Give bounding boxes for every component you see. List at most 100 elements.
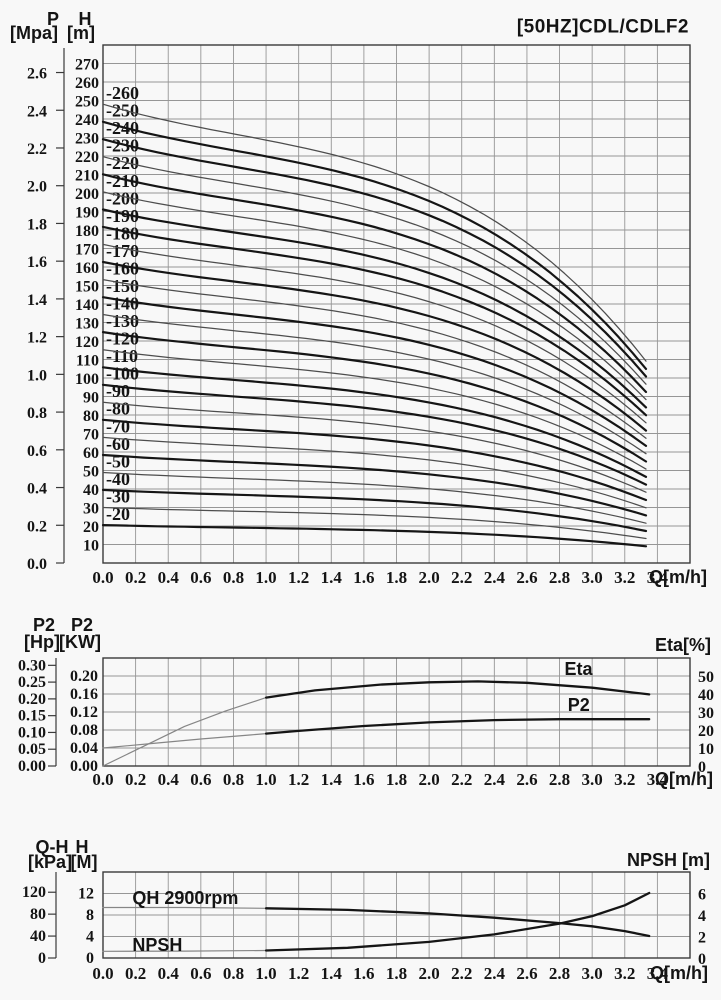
- npsh-axis-label: NPSH [m]: [626, 850, 710, 870]
- h-tick-label: 210: [75, 168, 99, 185]
- hp-tick-label: 0.00: [18, 758, 46, 775]
- x-tick-label: 1.8: [386, 770, 407, 789]
- curve--180: [102, 243, 647, 424]
- h-tick-label: 60: [83, 445, 99, 462]
- h-tick-label: 220: [75, 149, 99, 166]
- h-tick-label: 110: [76, 353, 99, 370]
- h-tick-label: 170: [75, 242, 99, 259]
- x-tick-label: 2.6: [516, 568, 537, 587]
- p-tick-label: 1.0: [27, 367, 47, 384]
- x-tick-label: 3.4: [647, 770, 669, 789]
- curve-label--260: -260: [106, 83, 139, 103]
- curve-label-NPSH: NPSH: [132, 935, 182, 955]
- curve--210: [102, 191, 647, 401]
- p-tick-label: 0.8: [27, 405, 47, 422]
- h-tick-label: 200: [75, 186, 99, 203]
- h-tick-label: 160: [75, 260, 99, 277]
- curve-QH-2900rpm: [264, 907, 651, 938]
- h-tick-label: 180: [75, 223, 99, 240]
- curve--190: [101, 225, 648, 417]
- h-tick-label: 250: [75, 94, 99, 111]
- x-tick-label: 0.0: [92, 568, 113, 587]
- h-tick-label: 190: [75, 205, 99, 222]
- h-tick-label: 20: [83, 519, 99, 536]
- sheet-title: [50HZ]CDL/CDLF2: [516, 16, 689, 38]
- x-tick-label: 1.2: [288, 964, 309, 983]
- kw-tick-label: 0.00: [70, 758, 98, 775]
- x-tick-label: 1.2: [288, 770, 309, 789]
- curve-P2: [264, 718, 651, 735]
- curve-label--230: -230: [106, 136, 139, 156]
- curve-label--190: -190: [106, 206, 139, 226]
- h-axis-title: H: [78, 9, 92, 29]
- eta-axis-label: Eta[%]: [654, 635, 711, 655]
- p-tick-label: 2.0: [27, 179, 47, 196]
- curve--170: [101, 260, 648, 432]
- h-tick-label: 70: [83, 427, 99, 444]
- x-tick-label: 1.6: [353, 568, 374, 587]
- curve--20: [101, 524, 648, 548]
- curve--250: [101, 120, 648, 370]
- kpa-tick-label: 80: [30, 906, 46, 923]
- eta-tick-label: 0: [698, 759, 706, 776]
- curve--240: [101, 138, 648, 378]
- npsh-tick-label: 2: [698, 930, 706, 947]
- curve-QH-2900rpm-lead: [102, 906, 267, 909]
- hm-tick-label: 4: [86, 929, 94, 946]
- x-tick-label: 2.0: [418, 964, 439, 983]
- curve--260: [102, 103, 647, 362]
- h-tick-label: 10: [83, 538, 99, 555]
- curve-label--100: -100: [106, 364, 139, 384]
- kw-tick-label: 0.16: [70, 686, 98, 703]
- curve-label--60: -60: [106, 434, 130, 454]
- eta-tick-label: 50: [698, 669, 714, 686]
- x-tick-label: 3.4: [647, 568, 669, 587]
- npsh-tick-label: 6: [698, 887, 706, 904]
- curve-P2-lead: [102, 733, 267, 749]
- x-tick-label: 1.8: [386, 568, 407, 587]
- curve-label--110: -110: [106, 346, 138, 366]
- x-tick-label: 3.4: [647, 964, 669, 983]
- x-tick-label: 2.4: [484, 770, 506, 789]
- qh-kpa-axis-title: Q-H: [35, 837, 69, 857]
- p-tick-label: 1.2: [27, 330, 47, 347]
- x-tick-label: 2.6: [516, 964, 537, 983]
- h-tick-label: 260: [75, 75, 99, 92]
- p-tick-label: 2.4: [27, 103, 47, 120]
- p-axis-unit: [Mpa]: [10, 23, 58, 43]
- curve-label--150: -150: [106, 276, 139, 296]
- h-tick-label: 30: [83, 501, 99, 518]
- x-tick-label: 2.2: [451, 770, 472, 789]
- curve-label--210: -210: [106, 171, 139, 191]
- curve--130: [101, 331, 648, 463]
- x-tick-label: 2.8: [549, 770, 570, 789]
- h-tick-label: 140: [75, 297, 99, 314]
- hm-tick-label: 12: [78, 886, 94, 903]
- x-tick-label: 3.2: [614, 568, 635, 587]
- x-tick-label: 0.6: [190, 568, 211, 587]
- curve-label--80: -80: [106, 399, 130, 419]
- curve--100: [101, 383, 648, 486]
- curve--40: [101, 488, 648, 533]
- hm-axis-title: H: [75, 837, 89, 857]
- curve--200: [101, 208, 648, 409]
- qh-kpa-axis-unit: [kPa]: [27, 852, 73, 872]
- eta-tick-label: 40: [698, 687, 714, 704]
- x-tick-label: 3.0: [582, 568, 603, 587]
- curve--90: [102, 401, 647, 493]
- p-axis-title: P: [46, 9, 60, 29]
- h-tick-label: 230: [75, 131, 99, 148]
- hm-tick-label: 0: [86, 950, 94, 967]
- x-tick-label: 3.0: [582, 770, 603, 789]
- x-tick-label: 3.0: [582, 964, 603, 983]
- curve--140: [102, 313, 647, 455]
- x-tick-label: 2.6: [516, 770, 537, 789]
- curve-label--20: -20: [106, 504, 130, 524]
- curve--110: [101, 366, 648, 478]
- curve-label--120: -120: [106, 329, 139, 349]
- hp-tick-label: 0.10: [18, 724, 46, 741]
- curve-Eta: [264, 680, 651, 699]
- x-tick-label: 2.2: [451, 964, 472, 983]
- x-tick-label: 1.6: [353, 770, 374, 789]
- p-tick-label: 0.0: [27, 556, 47, 573]
